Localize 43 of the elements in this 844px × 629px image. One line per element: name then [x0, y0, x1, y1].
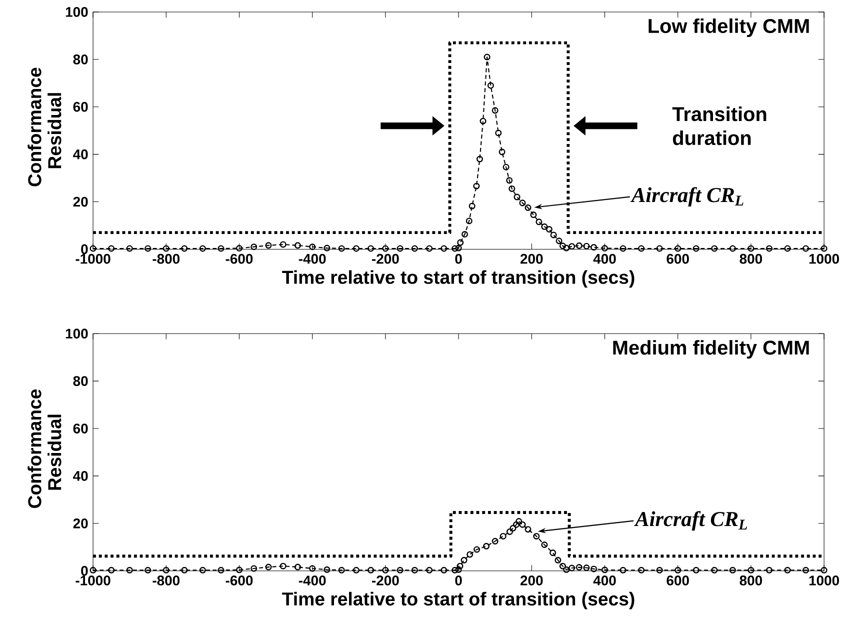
- x-tick-label: -600: [226, 254, 253, 264]
- x-tick-label: 1000: [809, 576, 839, 586]
- y-tick-label: 100: [66, 7, 88, 18]
- y-tick-label: 80: [73, 54, 88, 65]
- chart-title: Medium fidelity CMM: [613, 340, 809, 359]
- x-tick-label: 1000: [809, 254, 839, 264]
- y-axis-title: Conformance Residual: [28, 390, 62, 508]
- x-tick-label: -400: [298, 254, 326, 264]
- x-tick-label: -1000: [76, 254, 110, 264]
- x-axis-title: Time relative to start of transition (secs): [282, 592, 634, 610]
- x-tick-label: -800: [152, 576, 180, 586]
- y-tick-label: 20: [73, 196, 88, 207]
- x-tick-label: -600: [226, 576, 253, 586]
- y-tick-label: 0: [81, 566, 88, 576]
- x-tick-label: 600: [666, 254, 689, 264]
- x-tick-label: 800: [740, 576, 762, 586]
- y-tick-label: 60: [73, 424, 88, 434]
- chart-title: Low fidelity CMM: [648, 18, 809, 38]
- annotation: Aircraft CR$_{L}$: [634, 511, 747, 531]
- annotation: Aircraft CR$_{L}$: [630, 187, 744, 207]
- x-tick-label: 200: [520, 254, 543, 264]
- x-tick-label: 0: [455, 576, 462, 586]
- x-tick-label: 400: [593, 576, 616, 586]
- x-tick-label: 0: [455, 254, 462, 264]
- x-tick-label: -400: [298, 576, 326, 586]
- y-tick-label: 0: [81, 244, 88, 254]
- x-tick-label: 600: [666, 576, 689, 586]
- x-tick-label: 200: [520, 576, 543, 586]
- x-tick-label: -200: [372, 576, 399, 586]
- x-axis-title: Time relative to start of transition (secs): [282, 270, 634, 288]
- y-tick-label: 80: [73, 376, 88, 386]
- y-tick-label: 40: [73, 150, 88, 160]
- x-tick-label: 800: [740, 254, 762, 264]
- y-tick-label: 40: [73, 471, 88, 482]
- y-axis-title: Conformance Residual: [28, 68, 62, 186]
- x-tick-label: 400: [593, 254, 616, 264]
- y-tick-label: 20: [73, 518, 88, 529]
- annotation: Transition duration: [672, 106, 766, 146]
- x-tick-label: -800: [152, 254, 180, 264]
- y-tick-label: 60: [73, 102, 88, 112]
- x-tick-label: -1000: [76, 576, 110, 586]
- y-tick-label: 100: [66, 328, 88, 339]
- x-tick-label: -200: [372, 254, 399, 264]
